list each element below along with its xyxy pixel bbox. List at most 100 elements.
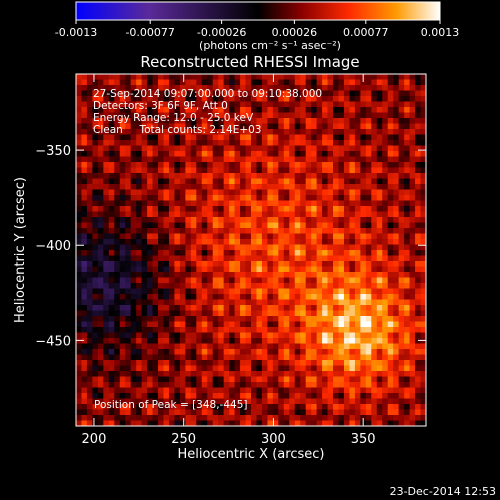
heatmap-cell [152, 382, 159, 388]
heatmap-cell [256, 96, 263, 102]
heatmap-cell [207, 294, 214, 300]
heatmap-cell [261, 294, 268, 300]
heatmap-cell [147, 288, 153, 295]
heatmap-cell [240, 233, 246, 240]
heatmap-cell [365, 343, 372, 350]
heatmap-cell [108, 393, 115, 399]
heatmap-cell [147, 294, 153, 300]
heatmap-cell [371, 74, 378, 80]
heatmap-cell [141, 261, 148, 267]
heatmap-cell [207, 233, 214, 240]
heatmap-cell [234, 151, 241, 157]
heatmap-cell [76, 376, 82, 383]
heatmap-cell [125, 310, 131, 317]
heatmap-cell [229, 112, 235, 119]
heatmap-cell [393, 167, 399, 174]
heatmap-cell [136, 184, 142, 190]
heatmap-cell [349, 90, 356, 97]
heatmap-cell [97, 96, 104, 102]
heatmap-cell [354, 195, 361, 201]
heatmap-cell [256, 404, 263, 410]
heatmap-cell [97, 162, 104, 168]
heatmap-cell [141, 371, 148, 377]
heatmap-cell [229, 288, 235, 295]
heatmap-cell [387, 299, 394, 306]
heatmap-cell [223, 371, 230, 377]
heatmap-cell [196, 244, 203, 251]
heatmap-cell [387, 162, 394, 168]
heatmap-cell [158, 129, 164, 135]
heatmap-cell [207, 107, 214, 113]
heatmap-cell [168, 316, 175, 322]
heatmap-cell [141, 332, 148, 339]
heatmap-cell [136, 79, 142, 86]
heatmap-cell [196, 211, 203, 218]
heatmap-cell [229, 343, 235, 350]
heatmap-cell [415, 294, 421, 300]
heatmap-cell [119, 233, 126, 240]
heatmap-cell [349, 123, 356, 130]
heatmap-cell [163, 310, 170, 317]
heatmap-cell [229, 244, 235, 251]
heatmap-cell [251, 222, 257, 229]
heatmap-cell [234, 255, 241, 262]
heatmap-cell [294, 118, 301, 124]
heatmap-cell [114, 167, 121, 174]
heatmap-cell [130, 294, 137, 300]
heatmap-cell [119, 299, 126, 306]
heatmap-cell [81, 151, 88, 157]
heatmap-cell [349, 283, 356, 289]
heatmap-cell [256, 90, 263, 97]
heatmap-cell [311, 151, 317, 157]
heatmap-cell [404, 288, 410, 295]
heatmap-cell [382, 162, 389, 168]
heatmap-cell [174, 244, 181, 251]
heatmap-cell [240, 217, 246, 223]
heatmap-cell [294, 387, 301, 394]
heatmap-cell [256, 261, 263, 267]
heatmap-cell [114, 404, 121, 410]
heatmap-cell [179, 123, 186, 130]
heatmap-cell [365, 162, 372, 168]
heatmap-cell [130, 415, 137, 421]
heatmap-cell [415, 222, 421, 229]
heatmap-cell [300, 409, 306, 416]
heatmap-cell [316, 393, 323, 399]
heatmap-cell [223, 316, 230, 322]
heatmap-cell [354, 349, 361, 355]
heatmap-cell [158, 244, 164, 251]
heatmap-cell [212, 382, 219, 388]
heatmap-cell [152, 222, 159, 229]
heatmap-cell [240, 294, 246, 300]
heatmap-cell [103, 343, 110, 350]
heatmap-cell [223, 387, 230, 394]
heatmap-cell [190, 200, 197, 207]
heatmap-cell [278, 316, 285, 322]
heatmap-cell [289, 332, 296, 339]
heatmap-cell [398, 112, 405, 119]
heatmap-cell [267, 217, 274, 223]
heatmap-cell [125, 415, 131, 421]
heatmap-cell [158, 74, 164, 80]
heatmap-cell [349, 217, 356, 223]
heatmap-cell [382, 195, 389, 201]
heatmap-cell [92, 393, 99, 399]
heatmap-cell [212, 310, 219, 317]
heatmap-cell [196, 272, 203, 278]
heatmap-cell [86, 173, 93, 179]
heatmap-cell [76, 360, 82, 366]
heatmap-cell [327, 288, 334, 295]
heatmap-cell [316, 360, 323, 366]
heatmap-cell [190, 239, 197, 245]
heatmap-cell [103, 107, 110, 113]
heatmap-cell [185, 107, 192, 113]
heatmap-cell [343, 189, 350, 196]
heatmap-cell [185, 79, 192, 86]
heatmap-cell [300, 228, 306, 234]
heatmap-cell [86, 382, 93, 388]
heatmap-cell [256, 360, 263, 366]
heatmap-cell [272, 140, 279, 146]
heatmap-cell [409, 404, 416, 410]
heatmap-cell [360, 415, 367, 421]
heatmap-cell [185, 90, 192, 97]
